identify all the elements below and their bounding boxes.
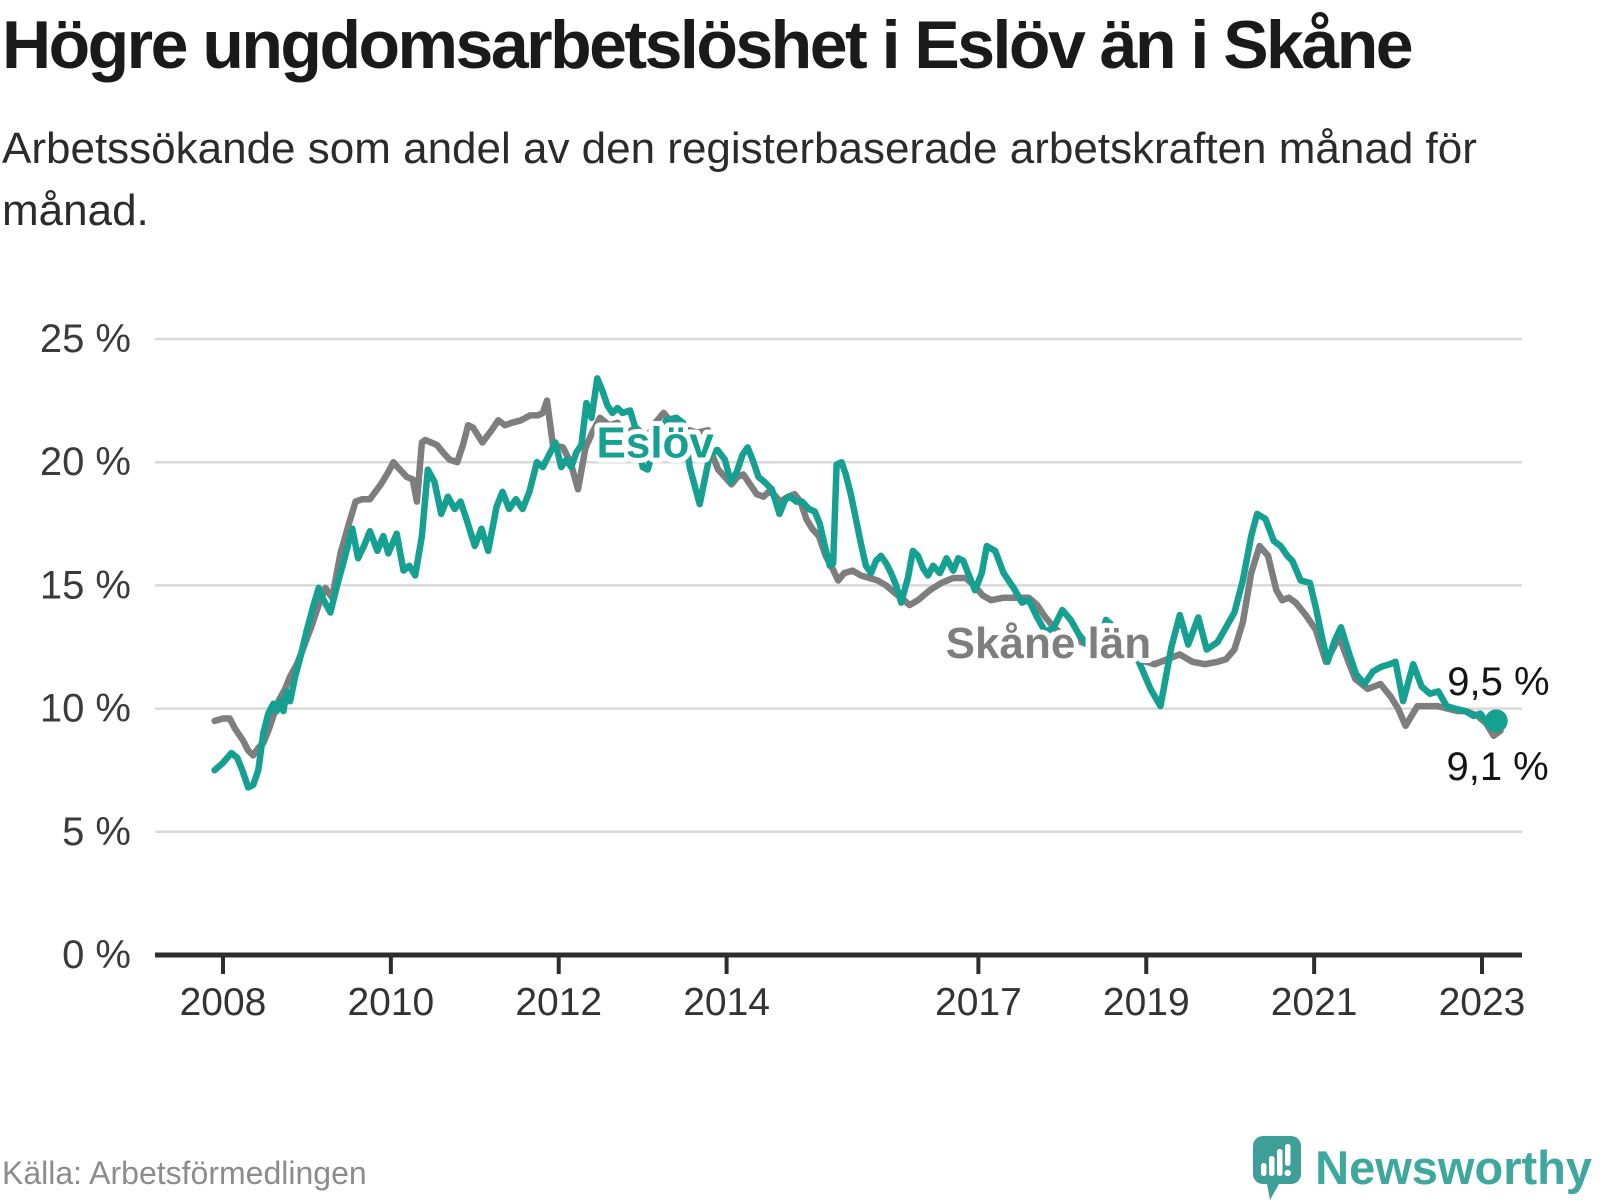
logo-exclamation-dot	[1284, 1169, 1292, 1177]
x-tick-label: 2021	[1271, 981, 1358, 1024]
newsworthy-logo-icon	[1253, 1136, 1302, 1200]
page-title: Högre ungdomsarbetslöshet i Eslöv än i S…	[2, 7, 1414, 83]
series-label-eslov: Eslöv	[597, 418, 715, 467]
x-tick-label: 2023	[1439, 981, 1526, 1024]
end-value-label-skane: 9,1 %	[1446, 745, 1548, 789]
y-tick-label: 15 %	[40, 563, 131, 607]
x-tick-label: 2008	[180, 981, 267, 1024]
end-value-label-eslov: 9,5 %	[1447, 660, 1549, 704]
series-label-skane: Skåne län	[946, 619, 1151, 668]
x-tick-label: 2019	[1103, 981, 1190, 1024]
x-tick-label: 2017	[935, 981, 1022, 1024]
series-endpoint-dot	[1484, 709, 1508, 733]
y-tick-label: 20 %	[40, 440, 131, 484]
x-tick-label: 2012	[515, 981, 602, 1024]
brand-wordmark: Newsworthy	[1315, 1141, 1592, 1194]
series-line-skane	[211, 397, 1504, 759]
source-note: Källa: Arbetsförmedlingen	[2, 1155, 367, 1191]
brand-logo: Newsworthy	[1253, 1136, 1592, 1200]
series-line-eslov	[211, 375, 1500, 791]
y-tick-label: 25 %	[40, 317, 131, 361]
logo-exclamation-bar	[1285, 1144, 1291, 1166]
logo-bar-medium	[1269, 1156, 1275, 1176]
logo-bar-small	[1261, 1163, 1267, 1176]
x-tick-label: 2014	[683, 981, 770, 1024]
y-tick-label: 10 %	[40, 687, 131, 731]
y-tick-label: 0 %	[62, 933, 131, 977]
chart-subtitle: Arbetssökande som andel av den registerb…	[2, 124, 1477, 236]
y-tick-label: 5 %	[62, 810, 131, 854]
logo-bar-tall	[1277, 1149, 1283, 1176]
x-tick-label: 2010	[347, 981, 434, 1024]
